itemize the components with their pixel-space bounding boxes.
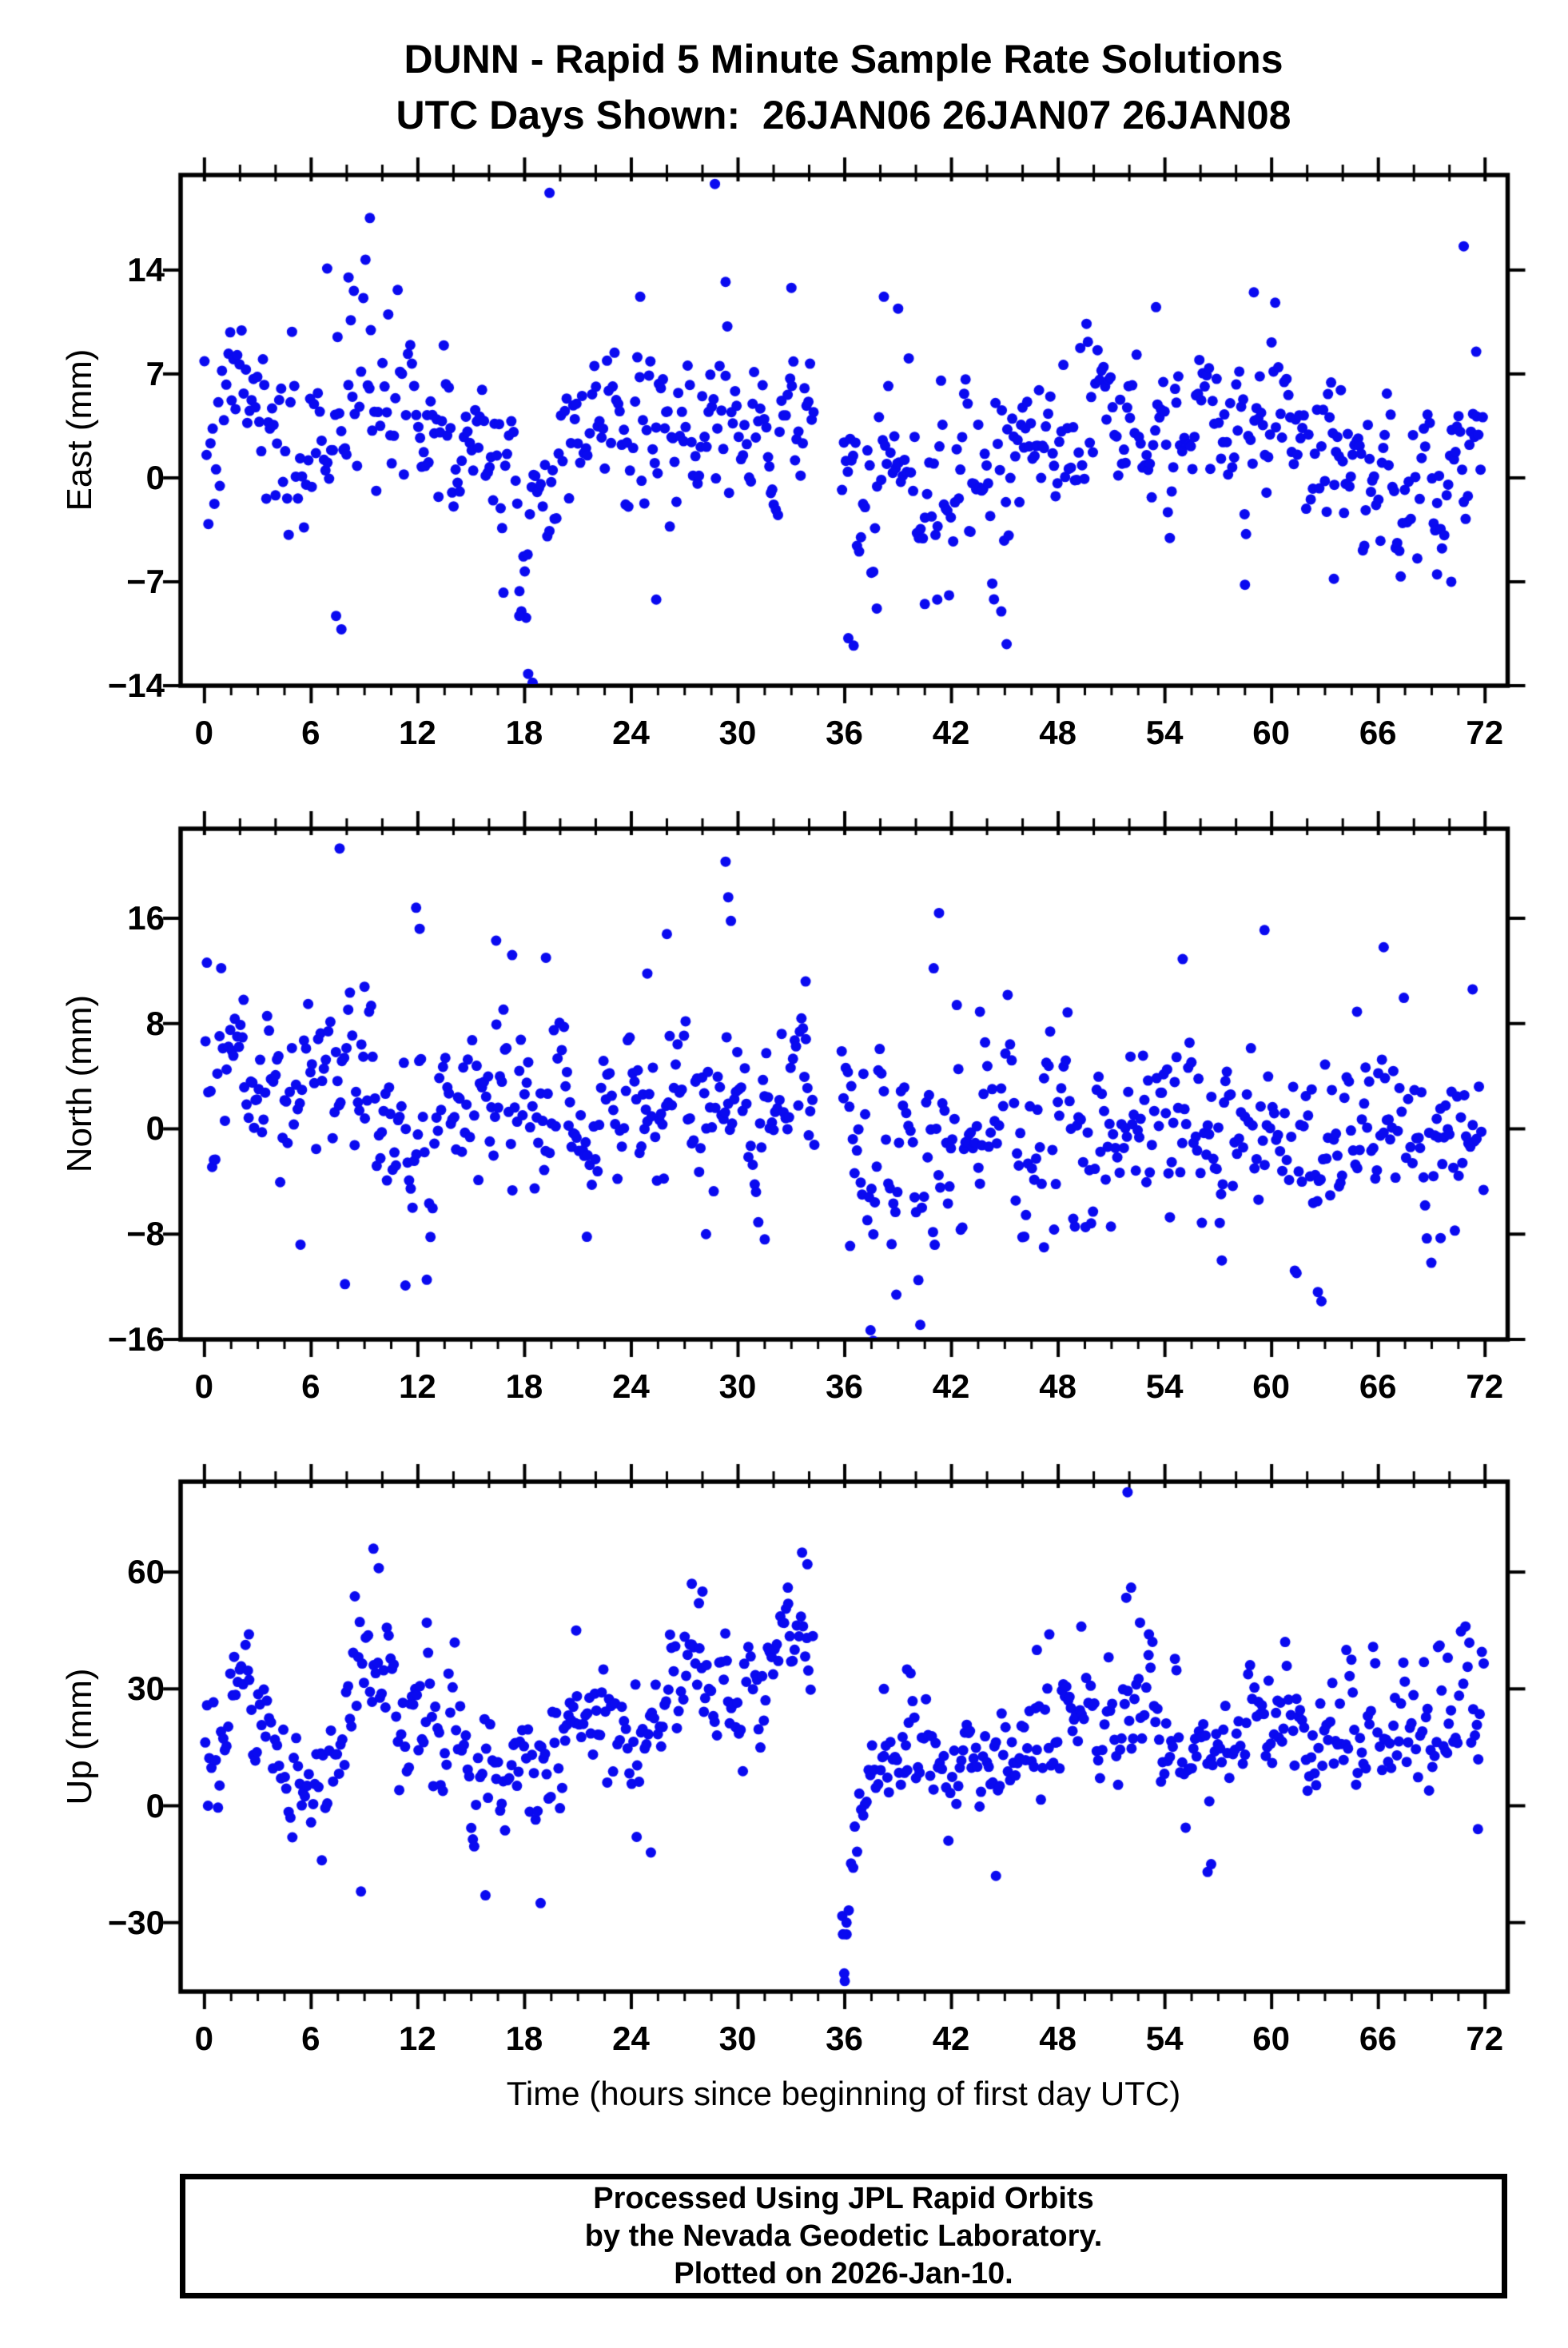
up-x-tick-label: 42: [932, 2020, 970, 2057]
east-x-tick-label: 66: [1359, 714, 1397, 751]
east-y-tick-label: 7: [145, 354, 165, 392]
north-x-tick-label: 24: [612, 1367, 650, 1405]
east-y-tick-label: 0: [145, 458, 165, 496]
east-x-tick-label: 48: [1039, 714, 1077, 751]
north-x-tick-label: 54: [1145, 1367, 1184, 1405]
east-x-tick-label: 72: [1466, 714, 1504, 751]
north-x-tick-label: 48: [1039, 1367, 1077, 1405]
up-y-tick-label: 30: [127, 1669, 165, 1708]
footer-line-3: Plotted on 2026-Jan-10.: [674, 2256, 1013, 2290]
up-x-tick-label: 60: [1252, 2020, 1291, 2057]
up-x-tick-label: 72: [1466, 2020, 1504, 2057]
east-y-tick-label: −7: [126, 562, 165, 600]
up-x-tick-label: 18: [505, 2020, 543, 2057]
up-x-tick-label: 48: [1039, 2020, 1077, 2057]
footer-line-1: Processed Using JPL Rapid Orbits: [593, 2181, 1094, 2215]
east-x-tick-label: 60: [1252, 714, 1291, 751]
east-y-tick-label: 14: [127, 250, 165, 289]
east-y-tick-label: −14: [107, 667, 165, 704]
north-y-tick-label: 8: [145, 1004, 165, 1042]
up-scatter-canvas: [156, 1458, 1532, 2016]
north-x-tick-label: 12: [399, 1367, 436, 1405]
footer-box: Processed Using JPL Rapid Orbits by the …: [180, 2174, 1507, 2298]
east-x-tick-label: 6: [301, 714, 320, 751]
up-y-tick-label: 60: [127, 1553, 165, 1591]
up-x-tick-label: 12: [399, 2020, 436, 2057]
east-scatter-canvas: [156, 151, 1532, 710]
north-x-tick-label: 0: [194, 1367, 213, 1405]
north-x-tick-label: 60: [1252, 1367, 1291, 1405]
north-x-tick-label: 30: [718, 1367, 757, 1405]
east-x-tick-label: 18: [505, 714, 543, 751]
east-x-tick-label: 54: [1145, 714, 1184, 751]
up-x-tick-label: 6: [301, 2020, 320, 2057]
north-y-tick-label: 16: [127, 898, 165, 937]
east-x-tick-label: 36: [826, 714, 863, 751]
up-y-tick-label: 0: [145, 1786, 165, 1825]
north-y-tick-label: −16: [107, 1320, 165, 1358]
up-x-tick-label: 66: [1359, 2020, 1397, 2057]
north-x-tick-label: 72: [1466, 1367, 1504, 1405]
north-x-tick-label: 66: [1359, 1367, 1397, 1405]
east-x-tick-label: 42: [932, 714, 970, 751]
north-x-tick-label: 6: [301, 1367, 320, 1405]
up-x-tick-label: 54: [1145, 2020, 1184, 2057]
east-x-tick-label: 24: [612, 714, 650, 751]
footer-line-2: by the Nevada Geodetic Laboratory.: [584, 2219, 1103, 2253]
north-x-tick-label: 36: [826, 1367, 863, 1405]
east-x-tick-label: 30: [718, 714, 757, 751]
north-scatter-canvas: [156, 805, 1532, 1363]
north-x-tick-label: 42: [932, 1367, 970, 1405]
east-x-tick-label: 0: [194, 714, 213, 751]
up-x-tick-label: 24: [612, 2020, 650, 2057]
north-y-tick-label: −8: [126, 1215, 165, 1253]
up-y-tick-label: −30: [107, 1903, 165, 1941]
up-x-tick-label: 30: [718, 2020, 757, 2057]
up-x-tick-label: 36: [826, 2020, 863, 2057]
time-axis-title: Time (hours since beginning of first day…: [506, 2075, 1181, 2112]
plot-title-line2: UTC Days Shown: 26JAN06 26JAN07 26JAN08: [396, 93, 1291, 137]
up-x-tick-label: 0: [194, 2020, 213, 2057]
north-y-tick-label: 0: [145, 1109, 165, 1148]
north-x-tick-label: 18: [505, 1367, 543, 1405]
east-x-tick-label: 12: [399, 714, 436, 751]
plot-title-line1: DUNN - Rapid 5 Minute Sample Rate Soluti…: [404, 37, 1283, 82]
